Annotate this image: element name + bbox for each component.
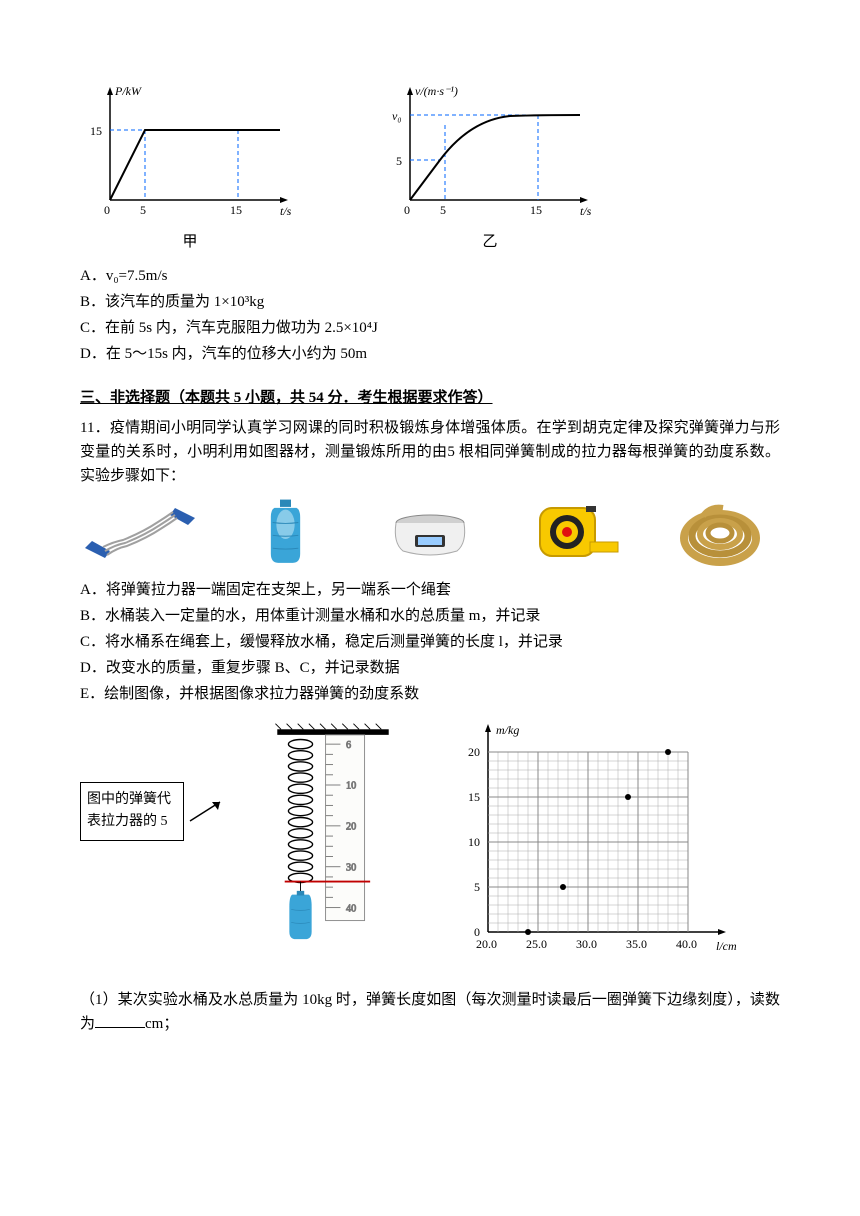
svg-text:0: 0 [104, 203, 110, 217]
tape-measure-icon [515, 498, 635, 568]
svg-text:5: 5 [474, 880, 480, 894]
q10-options: A．v₀=7.5m/s B．该汽车的质量为 1×10³kg C．在前 5s 内，… [80, 264, 780, 366]
svg-text:5: 5 [140, 203, 146, 217]
blank-input[interactable] [95, 1027, 145, 1028]
svg-text:5: 5 [440, 203, 446, 217]
svg-text:15: 15 [90, 124, 102, 138]
svg-text:10: 10 [468, 835, 480, 849]
chart-left: P/kW t/s 15 5 15 0 甲 [80, 80, 300, 254]
svg-text:m/kg: m/kg [496, 723, 519, 737]
section-title: 三、非选择题（本题共 5 小题，共 54 分．考生根据要求作答） [80, 386, 780, 410]
step-a: A．将弹簧拉力器一端固定在支架上，另一端系一个绳套 [80, 578, 780, 602]
svg-text:v₀: v₀ [392, 109, 402, 123]
step-c: C．将水桶系在绳套上，缓慢释放水桶，稳定后测量弹簧的长度 l，并记录 [80, 630, 780, 654]
step-b: B．水桶装入一定量的水，用体重计测量水桶和水的总质量 m，并记录 [80, 604, 780, 628]
svg-text:40.0: 40.0 [676, 937, 697, 951]
rope-icon [660, 498, 780, 568]
svg-text:0: 0 [404, 203, 410, 217]
step-e: E．绘制图像，并根据图像求拉力器弹簧的劲度系数 [80, 682, 780, 706]
svg-text:15: 15 [468, 790, 480, 804]
svg-text:25.0: 25.0 [526, 937, 547, 951]
q11-sub1-end: cm； [145, 1016, 178, 1032]
svg-text:20: 20 [468, 745, 480, 759]
step-d: D．改变水的质量，重复步骤 B、C，并记录数据 [80, 656, 780, 680]
chart-left-caption: 甲 [80, 230, 300, 254]
grid-graph: m/kg l/cm [438, 722, 738, 972]
svg-text:l/cm: l/cm [716, 939, 737, 953]
spring-ruler-figure: 6 10 20 30 40 [268, 722, 398, 952]
svg-text:t/s: t/s [580, 204, 592, 218]
option-c: C．在前 5s 内，汽车克服阻力做功为 2.5×10⁴J [80, 316, 780, 340]
equipment-row [80, 498, 780, 568]
svg-text:15: 15 [530, 203, 542, 217]
note-box: 图中的弹簧代表拉力器的 5 [80, 782, 184, 841]
svg-text:10: 10 [346, 781, 356, 792]
svg-text:5: 5 [396, 154, 402, 168]
q11-steps: A．将弹簧拉力器一端固定在支架上，另一端系一个绳套 B．水桶装入一定量的水，用体… [80, 578, 780, 706]
arrow-icon [188, 796, 228, 826]
y-axis-label: P/kW [114, 84, 142, 98]
water-jug-icon [225, 498, 345, 568]
svg-text:6: 6 [346, 740, 351, 751]
svg-text:15: 15 [230, 203, 242, 217]
q11-sub1-text: （1）某次实验水桶及水总质量为 10kg 时，弹簧长度如图（每次测量时读最后一圈… [80, 992, 780, 1032]
svg-text:20: 20 [346, 822, 356, 833]
charts-row: P/kW t/s 15 5 15 0 甲 v/(m·s⁻¹) t/s v₀ 5 [80, 80, 780, 254]
option-d: D．在 5～15s 内，汽车的位移大小约为 50m [80, 342, 780, 366]
svg-text:40: 40 [346, 903, 356, 914]
svg-text:20.0: 20.0 [476, 937, 497, 951]
option-b: B．该汽车的质量为 1×10³kg [80, 290, 780, 314]
scale-icon [370, 498, 490, 568]
expander-icon [80, 498, 200, 568]
q11-sub1: （1）某次实验水桶及水总质量为 10kg 时，弹簧长度如图（每次测量时读最后一圈… [80, 988, 780, 1036]
svg-text:35.0: 35.0 [626, 937, 647, 951]
svg-text:v/(m·s⁻¹): v/(m·s⁻¹) [415, 84, 458, 98]
option-a: A．v₀=7.5m/s [80, 264, 780, 288]
exp-figs: 图中的弹簧代表拉力器的 5 [80, 722, 780, 972]
svg-text:t/s: t/s [280, 204, 292, 218]
svg-text:30: 30 [346, 862, 356, 873]
q11-intro: 11．疫情期间小明同学认真学习网课的同时积极锻炼身体增强体质。在学到胡克定律及探… [80, 416, 780, 488]
chart-right: v/(m·s⁻¹) t/s v₀ 5 5 15 0 乙 [380, 80, 600, 254]
chart-right-caption: 乙 [380, 230, 600, 254]
svg-text:30.0: 30.0 [576, 937, 597, 951]
